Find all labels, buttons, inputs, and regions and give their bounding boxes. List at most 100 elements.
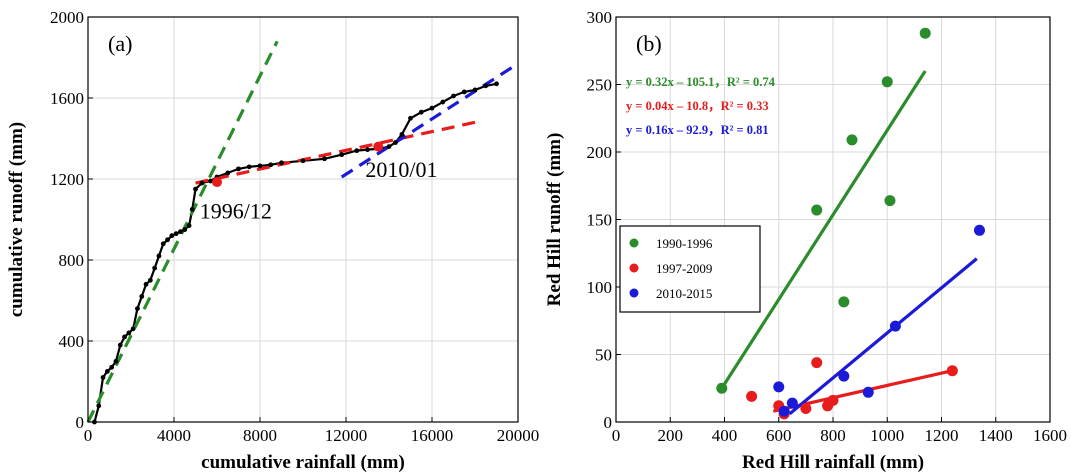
panel-a-annotations: 1996/12 2010/01 [200, 157, 438, 224]
scatter-point [773, 381, 785, 393]
y-tick-label: 2000 [50, 8, 84, 27]
curve-point [186, 223, 192, 228]
curve-point [408, 115, 413, 121]
curve-point [246, 164, 252, 170]
curve-point [440, 99, 446, 105]
y-tick-label: 200 [587, 143, 613, 162]
y-tick-label: 0 [604, 413, 613, 432]
curve-point [160, 241, 166, 247]
curve-point [268, 162, 274, 168]
curve-point [399, 132, 405, 137]
y-tick-label: 400 [59, 332, 85, 351]
x-tick-label: 800 [820, 426, 846, 445]
curve-point [472, 87, 478, 93]
panel-b-y-axis-label: Red Hill runoff (mm) [544, 133, 565, 307]
scatter-point [811, 204, 823, 216]
curve-point [113, 358, 119, 364]
x-tick-label: 200 [658, 426, 684, 445]
breakpoint-marker [373, 141, 384, 152]
curve-point [393, 140, 398, 145]
scatter-point [838, 370, 850, 382]
curve-point [122, 334, 127, 340]
cumulative-curve [93, 82, 497, 423]
curve-point [189, 206, 195, 212]
scatter-point [946, 365, 958, 377]
curve-point [143, 281, 149, 287]
y-tick-label: 0 [76, 413, 85, 432]
curve-point [100, 375, 106, 380]
scatter-point [811, 357, 823, 369]
y-tick-label: 150 [587, 211, 613, 230]
panel-a-y-axis-label: cumulative runoff (mm) [6, 122, 27, 317]
curve-point [418, 109, 424, 115]
panel-b-x-axis-label: Red Hill rainfall (mm) [742, 452, 924, 473]
panel-b-points [716, 27, 985, 420]
scatter-point [778, 405, 790, 417]
scatter-point [786, 397, 798, 409]
curve-point [135, 306, 140, 311]
curve-point [494, 81, 499, 87]
curve-point [178, 229, 183, 235]
curve-point [483, 83, 489, 89]
y-tick-label: 50 [595, 346, 612, 365]
curve-point [451, 93, 456, 99]
regression-equation: y = 0.32x – 105.1，R² = 0.74 [626, 75, 776, 89]
scatter-point [846, 134, 858, 146]
panel-a-grid [87, 16, 519, 423]
scatter-point [827, 394, 839, 406]
y-tick-label: 300 [587, 8, 613, 27]
x-tick-label: 1000 [870, 426, 904, 445]
curve-point [208, 178, 213, 184]
legend-marker [629, 288, 639, 298]
curve-point [193, 186, 198, 192]
curve-point [461, 89, 467, 95]
scatter-point [973, 224, 985, 236]
curve-point [279, 160, 284, 166]
curve-point [429, 105, 435, 111]
scatter-point [862, 386, 874, 398]
curve-point [365, 147, 370, 153]
y-tick-label: 800 [59, 251, 85, 270]
scatter-point [838, 296, 850, 308]
curve-point [104, 368, 110, 374]
trend-line [195, 120, 476, 185]
x-tick-label: 1200 [925, 426, 959, 445]
scatter-point [884, 195, 896, 207]
legend-label: 1997-2009 [656, 261, 712, 276]
legend-label: 1990-1996 [656, 236, 713, 251]
curve-point [96, 403, 102, 409]
scatter-point [889, 320, 901, 332]
x-tick-label: 12000 [325, 426, 368, 445]
curve-point [109, 364, 115, 370]
curve-point [354, 148, 360, 154]
x-tick-label: 1400 [979, 426, 1013, 445]
scatter-point [881, 76, 893, 88]
legend-marker [629, 238, 639, 248]
curve-point [169, 233, 175, 239]
curve-point [322, 156, 327, 162]
curve-point [225, 170, 231, 176]
panel-b-ticks: 0 200 400 600 800 1000 1200 1400 1600 0 50 100 150 20… [587, 8, 1068, 445]
curve-point [182, 227, 188, 233]
legend-label: 2010-2015 [656, 286, 712, 301]
panel-b-legend: 1990-1996 1997-2009 2010-2015 [619, 225, 761, 313]
panel-b-label: (b) [636, 31, 662, 56]
panel-b: 0 200 400 600 800 1000 1200 1400 1600 0 50 100 150 20… [544, 8, 1067, 473]
curve-point [147, 277, 153, 283]
regression-line [788, 257, 978, 416]
x-tick-label: 1600 [1033, 426, 1067, 445]
x-tick-label: 8000 [243, 426, 277, 445]
x-tick-label: 0 [612, 426, 621, 445]
curve-point [236, 166, 241, 172]
x-tick-label: 600 [766, 426, 792, 445]
scatter-point [919, 27, 931, 39]
breakpoint-annotation: 1996/12 [200, 198, 272, 223]
scatter-point [746, 390, 758, 402]
y-tick-label: 1200 [50, 170, 84, 189]
scatter-point [800, 403, 812, 414]
x-tick-label: 4000 [157, 426, 191, 445]
x-tick-label: 0 [84, 426, 93, 445]
panel-a-points [92, 81, 499, 425]
curve-point [156, 253, 162, 259]
